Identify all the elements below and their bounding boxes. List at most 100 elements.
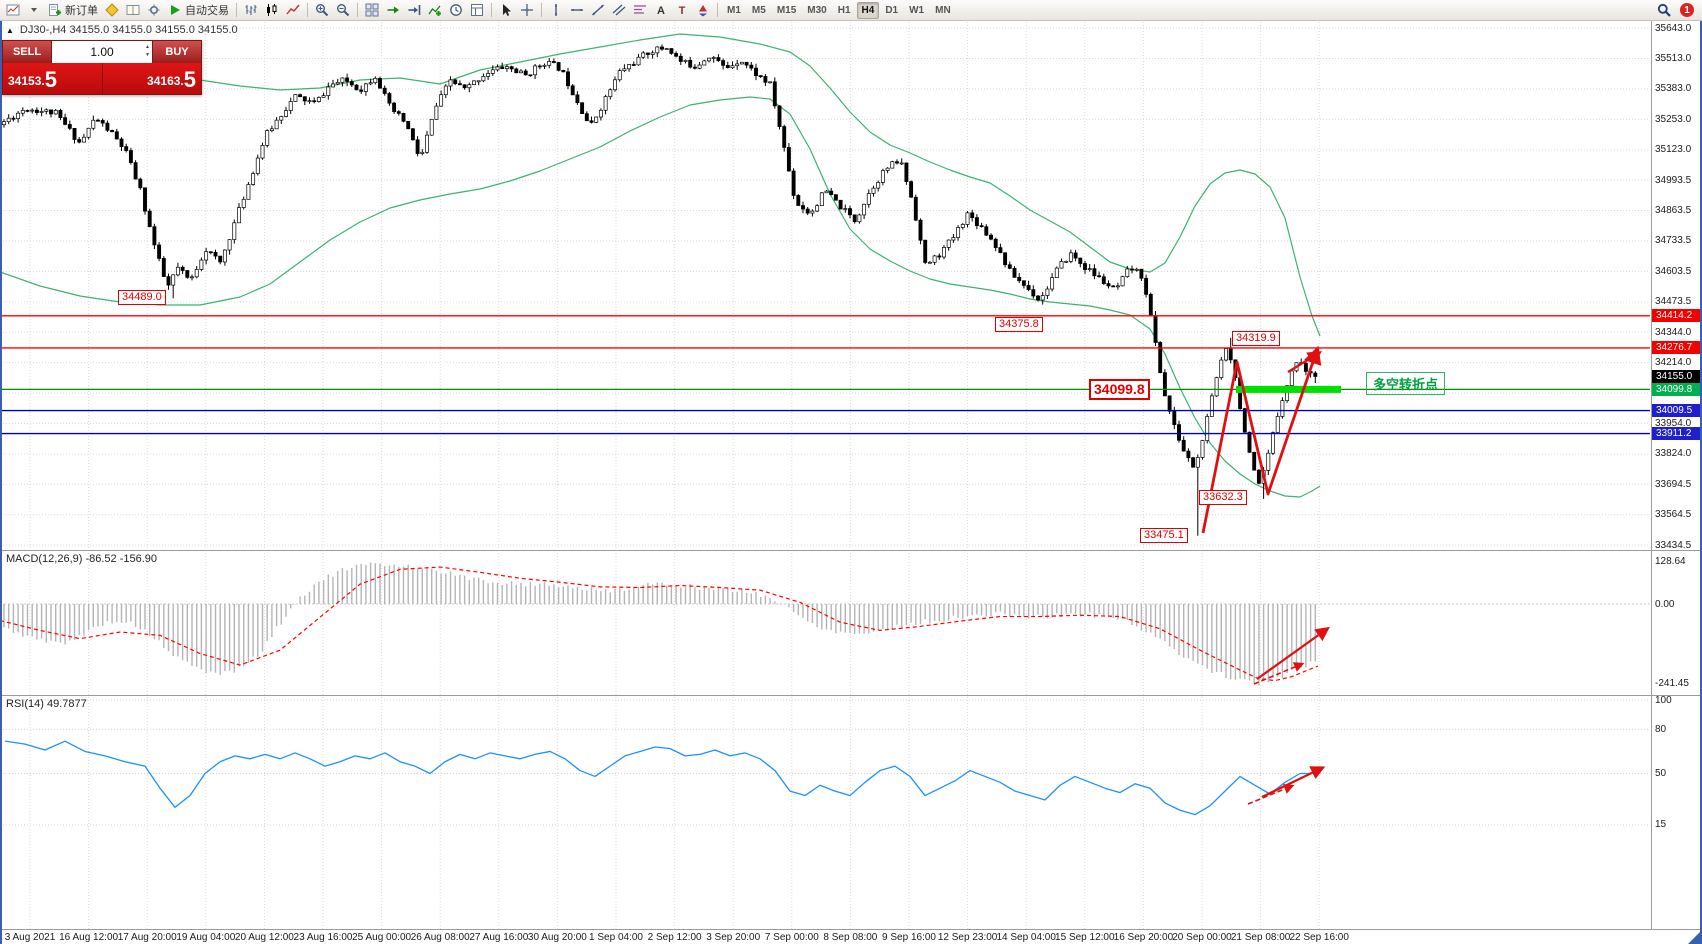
zoom-out-button[interactable] (333, 1, 353, 19)
chart-window-button[interactable] (3, 1, 23, 19)
strategy-tester-button[interactable] (144, 1, 164, 19)
time-axis-label: 27 Aug 16:00 (469, 932, 529, 943)
new-order-label: 新订单 (65, 5, 98, 17)
market-watch-button[interactable] (123, 1, 143, 19)
vertical-line-tool-button[interactable] (546, 1, 566, 19)
price-tag-34276.7: 34276.7 (1652, 341, 1702, 355)
sell-price[interactable]: 34153. 5 (3, 63, 102, 94)
sell-price-main: 34153. (8, 74, 45, 88)
bollinger-lower-band[interactable] (0, 96, 1321, 498)
bar-chart-button[interactable] (241, 1, 261, 19)
price-tick-label: 35513.0 (1655, 52, 1692, 64)
time-axis-label: 1 Sep 04:00 (589, 932, 643, 943)
timeframe-MN[interactable]: MN (930, 2, 956, 19)
price-tick-label: 35383.0 (1655, 83, 1692, 95)
time-axis-label: 22 Sep 16:00 (1289, 932, 1349, 943)
timeframe-W1[interactable]: W1 (904, 2, 929, 19)
zoom-in-button[interactable] (312, 1, 332, 19)
macd-label: MACD(12,26,9) -86.52 -156.90 (6, 553, 158, 565)
cursor-tool-button[interactable] (496, 1, 516, 19)
main-trend-arrow[interactable] (1287, 351, 1323, 373)
timeframe-H1[interactable]: H1 (833, 2, 856, 19)
horizontal-line-tool-button[interactable] (567, 1, 587, 19)
time-axis-label: 15 Sep 12:00 (1055, 932, 1115, 943)
time-axis-label: 2 Sep 12:00 (647, 932, 702, 943)
channel-tool-button[interactable] (609, 1, 629, 19)
price-tag-34009.5: 34009.5 (1652, 404, 1702, 418)
label-tool-button[interactable]: T (672, 1, 692, 19)
notification-badge[interactable]: 1 (1680, 3, 1694, 17)
symbol-info-bar: ▲ DJ30-,H4 34155.0 34155.0 34155.0 34155… (6, 24, 238, 36)
window-menu-icon (27, 3, 41, 17)
buy-price[interactable]: 34163. 5 (102, 63, 201, 94)
window-menu-button[interactable] (24, 1, 44, 19)
shapes-tool-button[interactable] (693, 1, 713, 19)
crosshair-tool-button[interactable] (517, 1, 537, 19)
label-tool-icon: T (675, 3, 689, 17)
templates-button[interactable] (467, 1, 487, 19)
price-label[interactable]: 34375.8 (995, 317, 1043, 332)
bar-chart-icon (244, 3, 258, 17)
one-click-collapse-icon[interactable]: ▲ (6, 25, 14, 35)
auto-scroll-button[interactable] (383, 1, 403, 19)
candle-chart-button[interactable] (262, 1, 282, 19)
time-axis-label: 30 Aug 20:00 (527, 932, 587, 943)
rsi-trend-arrow[interactable] (1261, 766, 1326, 798)
timeframe-H4[interactable]: H4 (856, 1, 880, 19)
trendline-tool-icon (591, 3, 605, 17)
rsi-line (4, 740, 1312, 816)
macd-trend-arrow[interactable] (1253, 662, 1305, 685)
periods-icon (449, 3, 463, 17)
buy-button[interactable]: BUY (153, 41, 201, 63)
spinner-down-icon[interactable]: ▼ (145, 52, 150, 58)
metaeditor-button[interactable] (102, 1, 122, 19)
horizontal-line-tool-icon (570, 3, 584, 17)
new-order-button[interactable]: 新订单 (45, 1, 101, 19)
main-trend-arrow[interactable] (1201, 345, 1322, 534)
trendline-tool-button[interactable] (588, 1, 608, 19)
volume-spinner[interactable]: ▲ ▼ (145, 43, 150, 59)
volume-field[interactable]: 1.00 ▲ ▼ (51, 41, 153, 63)
price-tick-label: 35643.0 (1655, 22, 1692, 34)
toolbar-separator (307, 3, 308, 17)
price-tick-label: 33434.5 (1655, 539, 1692, 551)
autotrading-button[interactable]: 自动交易 (165, 1, 232, 19)
search-icon[interactable] (1654, 1, 1674, 19)
time-axis-label: 3 Aug 2021 (4, 932, 56, 943)
add-indicator-button[interactable] (425, 1, 445, 19)
turning-point-annotation[interactable]: 多空转折点 (1366, 372, 1446, 395)
timeframe-M1[interactable]: M1 (722, 2, 746, 19)
turning-point-highlight[interactable] (1236, 385, 1341, 393)
macd-trend-arrow[interactable] (1256, 626, 1330, 680)
price-label[interactable]: 34099.8 (1089, 379, 1150, 400)
spinner-up-icon[interactable]: ▲ (145, 44, 150, 50)
chart-shift-button[interactable] (404, 1, 424, 19)
bollinger-upper-band[interactable] (0, 33, 1321, 337)
timeframe-M5[interactable]: M5 (747, 2, 771, 19)
price-label[interactable]: 34489.0 (118, 290, 166, 305)
tile-windows-button[interactable] (362, 1, 382, 19)
resize-grip[interactable] (1688, 930, 1702, 944)
timeframe-M15[interactable]: M15 (772, 2, 801, 19)
time-axis-label: 20 Sep 00:00 (1172, 932, 1232, 943)
timeframe-M30[interactable]: M30 (802, 2, 831, 19)
periods-button[interactable] (446, 1, 466, 19)
price-tick-label: 35253.0 (1655, 113, 1692, 125)
price-label[interactable]: 34319.9 (1232, 331, 1280, 346)
price-label[interactable]: 33475.1 (1140, 528, 1188, 543)
line-chart-button[interactable] (283, 1, 303, 19)
macd-axis-label: -241.45 (1655, 678, 1689, 690)
time-axis-label: 20 Aug 12:00 (234, 932, 294, 943)
rsi-label: RSI(14) 49.7877 (6, 698, 87, 710)
text-tool-button[interactable]: A (651, 1, 671, 19)
price-label[interactable]: 33632.3 (1199, 490, 1247, 505)
fibonacci-tool-button[interactable] (630, 1, 650, 19)
add-indicator-icon (428, 3, 442, 17)
toolbar-buttons: 新订单 自动交易 A T M1 M5 M15 M30 H1 H4 D1 W1 MN (3, 1, 956, 19)
fibonacci-tool-icon (633, 3, 647, 17)
sell-button[interactable]: SELL (3, 41, 51, 63)
timeframe-D1[interactable]: D1 (880, 2, 903, 19)
sell-price-pip: 5 (44, 67, 57, 92)
